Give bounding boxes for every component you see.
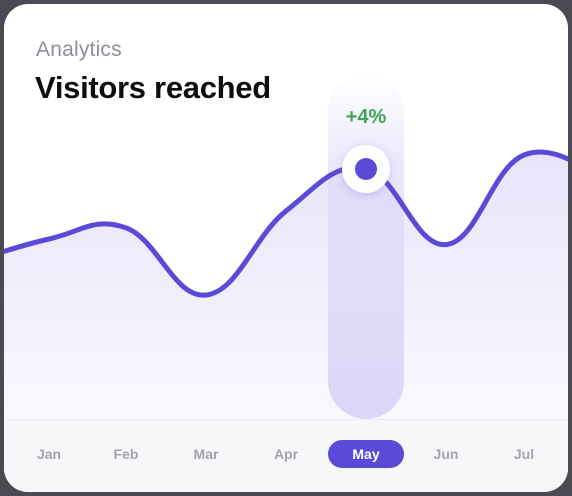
month-axis bbox=[4, 419, 568, 492]
visitors-area-chart bbox=[4, 74, 568, 419]
highlight-point[interactable] bbox=[355, 158, 377, 180]
data-point-mar bbox=[203, 292, 209, 298]
month-tab-apr[interactable]: Apr bbox=[273, 446, 299, 462]
month-tab-may[interactable]: May bbox=[328, 440, 404, 468]
month-tab-jan[interactable]: Jan bbox=[36, 446, 62, 462]
data-point-jun bbox=[443, 242, 449, 248]
card-title: Visitors reached bbox=[35, 70, 271, 105]
data-point-jan bbox=[46, 236, 52, 242]
card-eyebrow: Analytics bbox=[36, 38, 122, 61]
month-tab-jun[interactable]: Jun bbox=[433, 446, 459, 462]
analytics-card: Analytics Visitors reached Jan Feb Mar Apr M… bbox=[4, 4, 568, 492]
data-point-feb bbox=[123, 225, 129, 231]
data-point-jul bbox=[521, 152, 527, 158]
month-tab-mar[interactable]: Mar bbox=[193, 446, 219, 462]
highlight-change-label: +4% bbox=[345, 106, 387, 128]
series-line bbox=[4, 149, 568, 298]
month-tab-jul[interactable]: Jul bbox=[513, 446, 535, 462]
month-tab-feb[interactable]: Feb bbox=[113, 446, 139, 462]
data-point-apr bbox=[283, 208, 289, 214]
series-area-fill bbox=[4, 152, 568, 419]
